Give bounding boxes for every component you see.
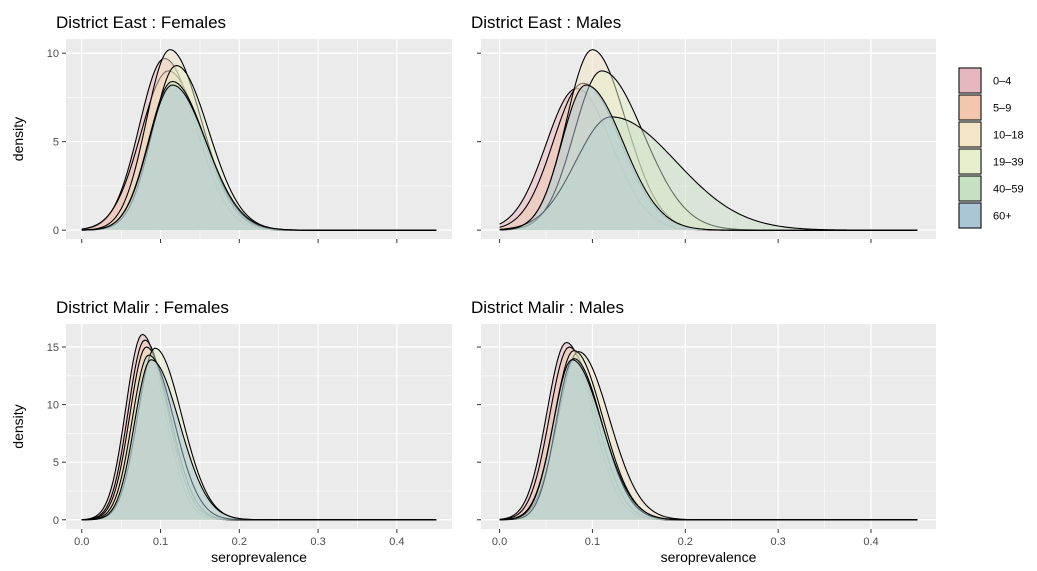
y-tick-label: 15 [47,342,59,354]
y-axis-title: density [10,117,26,161]
y-tick-label: 5 [53,457,59,469]
y-tick-label: 5 [53,137,59,149]
x-axis-title: seroprevalence [661,549,757,565]
legend-key-2 [958,94,982,121]
y-axis-title: density [10,404,26,448]
x-axis-title: seroprevalence [211,549,307,565]
legend-label-1: 0–4 [993,76,1011,88]
legend-key-3 [958,121,982,148]
x-tick-label: 0.3 [310,536,325,548]
panel-title: District Malir : Females [56,298,229,317]
legend-key-1 [958,67,982,94]
x-tick-label: 0.4 [389,536,404,548]
panel-1: District East : Females 0 5 10 density [10,13,452,243]
y-tick-label: 10 [47,48,59,60]
x-tick-label: 0.0 [74,536,89,548]
panel-title: District East : Females [56,13,226,32]
x-tick-label: 0.2 [232,536,247,548]
panel-title: District East : Males [471,13,621,32]
legend-label-6: 60+ [993,211,1012,223]
x-tick-label: 0.3 [770,536,785,548]
density-area-6 [81,85,437,231]
legend-key-6 [958,202,982,229]
x-tick-label: 0.4 [863,536,878,548]
density-area-6 [499,85,918,231]
density-area-6 [81,359,437,520]
legend-label-5: 40–59 [993,184,1024,196]
panel-3: District Malir : Females 0 5 10 15 0.0 0.1 0.2 0… [10,298,452,565]
x-tick-label: 0.1 [153,536,168,548]
legend-label-4: 19–39 [993,157,1024,169]
y-tick-label: 0 [53,515,59,527]
density-line-6 [499,84,918,231]
y-tick-label: 0 [53,225,59,237]
legend-label-2: 5–9 [993,103,1011,115]
legend-label-3: 10–18 [993,130,1024,142]
panel-4: District Malir : Males 0.0 0.1 0.2 0.3 0.4 ser… [471,298,936,565]
density-line-6 [499,359,918,521]
panel-2: District East : Males [471,13,936,243]
x-tick-label: 0.2 [678,536,693,548]
density-area-6 [499,359,918,520]
legend: 0–4 5–9 10–18 19–39 40–59 60+ [958,67,1024,229]
x-tick-label: 0.1 [585,536,600,548]
density-line-6 [81,359,437,521]
y-tick-label: 10 [47,400,59,412]
x-tick-label: 0.0 [492,536,507,548]
legend-key-4 [958,148,982,175]
density-line-6 [81,84,437,231]
legend-key-5 [958,175,982,202]
panel-title: District Malir : Males [471,298,624,317]
